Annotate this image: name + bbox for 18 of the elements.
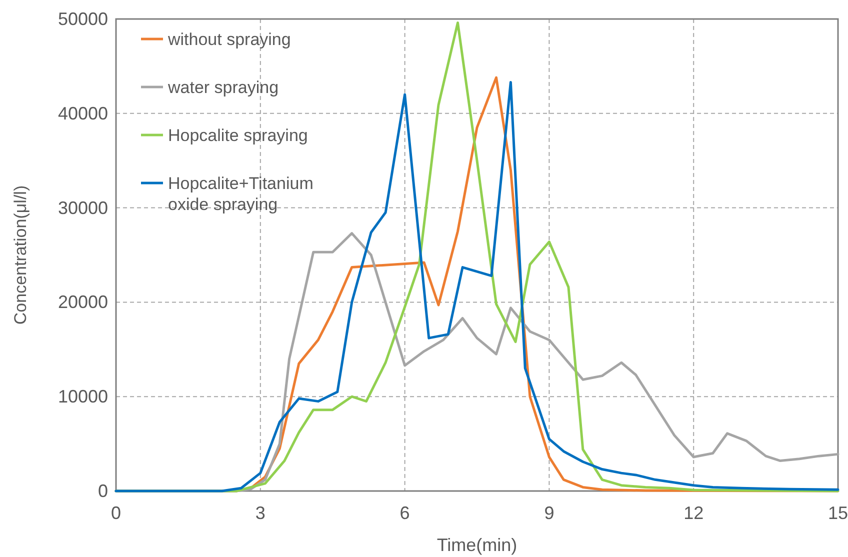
y-axis-title: Concentration(μl/l) bbox=[11, 185, 30, 325]
legend-label: water spraying bbox=[167, 78, 279, 97]
x-tick-label: 12 bbox=[684, 503, 704, 523]
x-axis-title: Time(min) bbox=[436, 535, 518, 555]
x-tick-label: 3 bbox=[255, 503, 266, 523]
y-tick-label: 50000 bbox=[58, 9, 108, 29]
legend-label: without spraying bbox=[167, 30, 291, 49]
legend-label: Hopcalite spraying bbox=[168, 126, 308, 145]
y-tick-label: 30000 bbox=[58, 198, 108, 218]
x-tick-label: 0 bbox=[110, 503, 122, 523]
y-tick-label: 20000 bbox=[58, 292, 108, 312]
legend-label: Hopcalite+Titanium oxide spraying bbox=[168, 174, 314, 214]
x-tick-label: 15 bbox=[828, 503, 848, 523]
x-tick-label: 6 bbox=[400, 503, 410, 523]
x-tick-label: 9 bbox=[544, 503, 554, 523]
y-tick-label: 10000 bbox=[58, 386, 108, 407]
y-tick-label: 40000 bbox=[58, 103, 108, 124]
y-tick-label: 0 bbox=[98, 481, 108, 501]
